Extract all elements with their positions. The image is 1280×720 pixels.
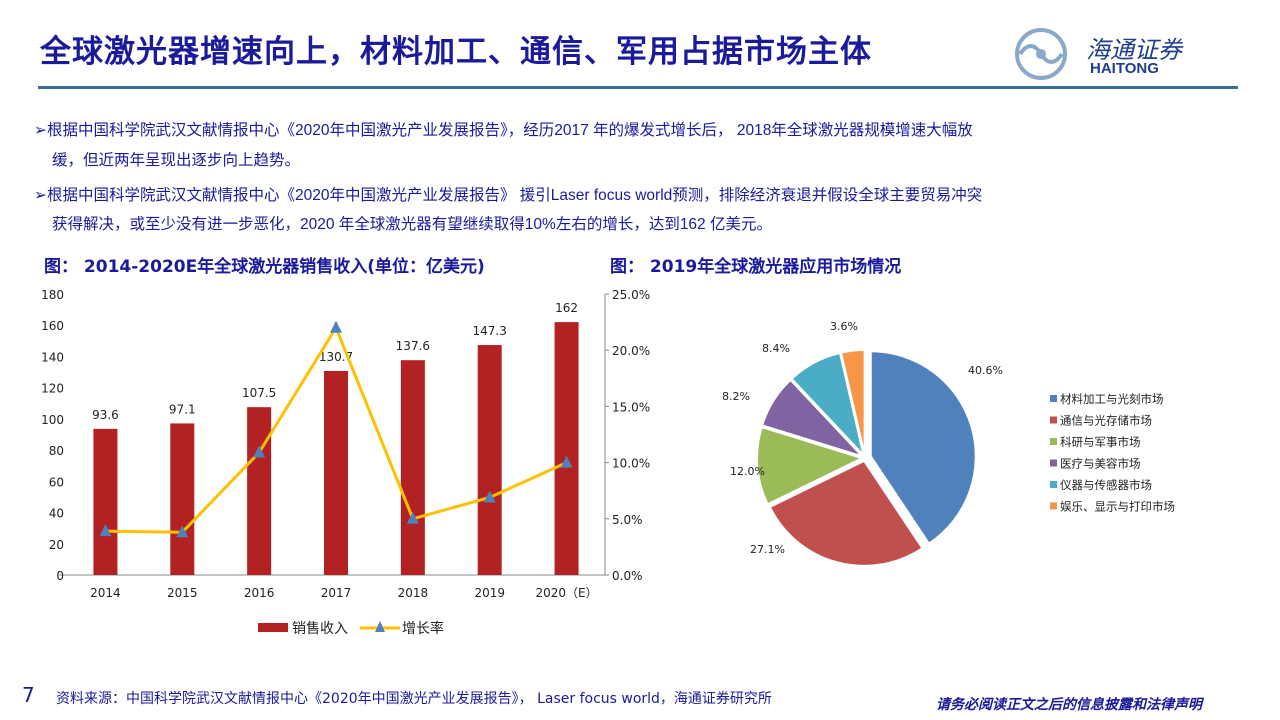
logo-emblem-icon (1015, 28, 1067, 80)
right-tick-label: 10.0% (612, 457, 650, 471)
growth-marker-2017 (330, 320, 342, 333)
legend-label-growth: 增长率 (402, 620, 444, 637)
left-tick-label: 140 (41, 350, 64, 364)
bar-value-label: 162 (555, 301, 578, 315)
legend-label: 娱乐、显示与打印市场 (1060, 500, 1175, 514)
bullet-1-cont: 缓，但近两年呈现出逐步向上趋势。 (52, 152, 301, 169)
pie-slice-1 (768, 459, 924, 567)
x-tick-label: 2015 (167, 586, 198, 600)
legend-swatch-revenue (258, 623, 288, 632)
growth-marker-2016 (253, 445, 266, 458)
bar-chart-title: 图： 2014-2020E年全球激光器销售收入(单位：亿美元) (44, 257, 485, 277)
right-tick-label: 0.0% (612, 569, 643, 583)
left-tick-label: 20 (49, 538, 64, 552)
page-title: 全球激光器增速向上，材料加工、通信、军用占据市场主体 (40, 34, 872, 70)
legend-label: 仪器与传感器市场 (1060, 478, 1152, 492)
haitong-logo: 海通证券 HAITONG (1006, 28, 1246, 80)
bar-value-label: 137.6 (396, 339, 430, 353)
left-tick-label: 0 (56, 569, 64, 583)
right-tick-label: 25.0% (612, 288, 650, 302)
disclaimer: 请务必阅读正文之后的信息披露和法律声明 (936, 697, 1202, 713)
legend-swatch (1050, 459, 1057, 467)
bullet-arrow-icon: ➢ (34, 122, 47, 139)
bullet-2-cont: 获得解决，或至少没有进一步恶化，2020 年全球激光器有望继续取得10%左右的增… (52, 216, 772, 233)
bar-2020（E） (554, 322, 579, 575)
legend-label: 医疗与美容市场 (1060, 457, 1141, 471)
bullet-2: ➢根据中国科学院武汉文献情报中心《2020年中国激光产业发展报告》 援引Lase… (34, 187, 983, 204)
pie-data-label: 12.0% (730, 465, 765, 478)
pie-slice-0 (869, 350, 977, 546)
left-tick-label: 60 (49, 475, 64, 489)
bar-2017 (324, 370, 348, 575)
growth-marker-2015 (176, 525, 189, 538)
bar-2015 (170, 423, 195, 575)
left-tick-label: 100 (41, 413, 64, 427)
legend-swatch (1050, 416, 1057, 424)
right-tick-label: 15.0% (612, 400, 650, 414)
left-tick-label: 40 (49, 507, 64, 521)
logo-text-en: HAITONG (1090, 60, 1159, 77)
bar-value-label: 147.3 (473, 324, 507, 338)
pie-data-label: 40.6% (968, 364, 1003, 377)
growth-marker-2020（E） (560, 455, 573, 468)
growth-marker-2019 (483, 490, 496, 503)
left-tick-label: 160 (41, 319, 64, 333)
pie-slice-3 (760, 378, 866, 459)
growth-marker-2014 (99, 524, 112, 537)
right-tick-label: 20.0% (612, 344, 650, 358)
pie-chart: 40.6% 材料加工与光刻市场 27.1% 通信与光存储市场 12.0% 科研与军事市场 8… (722, 320, 1175, 567)
left-tick-label: 120 (41, 382, 64, 396)
bar-value-label: 107.5 (242, 386, 276, 400)
pie-data-label: 27.1% (750, 543, 785, 556)
growth-marker-2018 (406, 511, 419, 524)
legend-marker-growth (375, 621, 385, 632)
source-note: 资料来源：中国科学院武汉文献情报中心《2020年中国激光产业发展报告》， Las… (56, 691, 772, 707)
pie-slice-5 (839, 349, 866, 456)
pie-data-label: 8.2% (722, 390, 750, 403)
x-tick-label: 2017 (321, 586, 352, 600)
x-tick-label: 2019 (474, 586, 505, 600)
legend-label: 材料加工与光刻市场 (1060, 392, 1164, 406)
bar-2019 (477, 345, 502, 575)
bar-2018 (400, 360, 425, 575)
bullet-1: ➢根据中国科学院武汉文献情报中心《2020年中国激光产业发展报告》，经历2017… (34, 122, 973, 139)
legend-swatch (1050, 481, 1057, 488)
x-tick-label: 2020（E） (536, 586, 598, 600)
bar-2016 (247, 407, 272, 575)
pie-data-label: 3.6% (830, 320, 858, 333)
x-tick-label: 2018 (398, 586, 429, 600)
pie-slice-4 (790, 351, 866, 459)
pie-chart-title: 图： 2019年全球激光器应用市场情况 (610, 257, 902, 277)
bar-value-label: 97.1 (169, 402, 196, 416)
bar-value-label: 130.7 (319, 350, 353, 364)
title-divider (38, 86, 1238, 89)
x-tick-label: 2014 (90, 586, 121, 600)
legend-label: 通信与光存储市场 (1060, 414, 1152, 428)
bullet-arrow-icon: ➢ (34, 187, 47, 204)
legend-label-revenue: 销售收入 (292, 621, 348, 637)
legend-swatch (1050, 395, 1057, 402)
page-number: 7 (22, 683, 35, 707)
pie-slice-2 (756, 425, 865, 506)
bar-value-label: 93.6 (92, 408, 119, 422)
x-tick-label: 2016 (244, 586, 275, 600)
bar-2014 (93, 428, 118, 575)
pie-data-label: 8.4% (762, 342, 790, 355)
logo-text-cn: 海通证券 (1086, 36, 1182, 64)
bar-line-chart: 0 20 40 60 80 100 120 140 160 180 0.0% 5.0% 10.0% 15.… (41, 288, 650, 637)
left-tick-label: 80 (49, 444, 64, 458)
legend-swatch (1050, 502, 1057, 510)
right-tick-label: 5.0% (612, 513, 643, 527)
legend-label: 科研与军事市场 (1060, 435, 1141, 449)
legend-swatch (1050, 438, 1057, 445)
left-tick-label: 180 (41, 288, 64, 302)
